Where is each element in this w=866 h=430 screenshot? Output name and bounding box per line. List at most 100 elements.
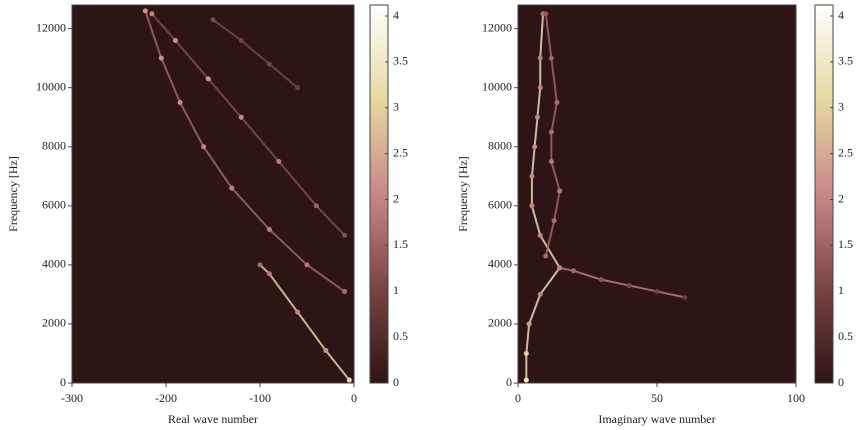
- heat-cell: [537, 232, 543, 238]
- y-tick-label: 12000: [36, 20, 66, 34]
- heat-cell: [526, 321, 532, 327]
- y-tick-label: 10000: [482, 79, 512, 93]
- ridge-line: [144, 10, 346, 293]
- heat-cell: [276, 159, 282, 165]
- panel: -300 -200 -100 0 0 2000 4000 6000 8000 10000 12000…: [6, 4, 408, 426]
- heat-cell: [557, 188, 563, 194]
- y-tick-label: 0: [60, 375, 66, 389]
- heat-cell: [201, 144, 207, 150]
- plot-background: [72, 5, 354, 383]
- heat-cell: [543, 253, 549, 259]
- heat-cell: [142, 8, 148, 14]
- colorbar-tick-label: 2.5: [393, 145, 408, 159]
- x-tick-label: 100: [787, 391, 805, 405]
- y-tick-label: 6000: [42, 198, 66, 212]
- heat-cell: [529, 173, 535, 179]
- heat-cell: [548, 55, 554, 61]
- colorbar: [369, 4, 389, 384]
- ridge-line: [212, 18, 299, 89]
- heat-cell: [295, 85, 301, 91]
- y-tick-label: 8000: [42, 139, 66, 153]
- heat-cell: [548, 159, 554, 165]
- colorbar-tick-label: 4: [393, 8, 399, 22]
- y-tick-label: 8000: [488, 139, 512, 153]
- colorbar-tick-label: 1: [393, 283, 399, 297]
- plot-frame: [71, 4, 355, 384]
- heat-cell: [238, 114, 244, 120]
- heat-cell: [205, 76, 211, 82]
- heat-cell: [266, 226, 272, 232]
- colorbar-tick-label: 1: [838, 283, 844, 297]
- heat-cell: [523, 377, 529, 383]
- y-tick-label: 4000: [42, 257, 66, 271]
- y-axis-label: Frequency [Hz]: [456, 156, 470, 232]
- heat-cell: [523, 350, 529, 356]
- y-tick-label: 12000: [482, 20, 512, 34]
- heat-cell: [534, 114, 540, 120]
- heat-cell: [229, 185, 235, 191]
- heat-cell: [304, 262, 310, 268]
- heat-cell: [598, 277, 604, 283]
- heat-cell: [557, 265, 563, 271]
- heat-cell: [295, 309, 301, 315]
- colorbar-tick-label: 1.5: [393, 237, 408, 251]
- heat-cell: [342, 232, 348, 238]
- heat-cell: [313, 203, 319, 209]
- y-tick-label: 6000: [488, 198, 512, 212]
- heat-cell: [551, 218, 557, 224]
- x-tick-label: 0: [351, 391, 357, 405]
- x-axis-label: Imaginary wave number: [598, 412, 715, 426]
- x-tick-label: -200: [155, 391, 177, 405]
- heat-cell: [257, 262, 263, 268]
- colorbar-tick-label: 4: [838, 8, 844, 22]
- y-tick-label: 2000: [42, 316, 66, 330]
- heat-cell: [537, 291, 543, 297]
- heat-cell: [537, 85, 543, 91]
- colorbar-tick-label: 0: [393, 375, 399, 389]
- heat-cell: [548, 129, 554, 135]
- x-axis-label: Real wave number: [168, 412, 258, 426]
- colorbar-tick-label: 3: [393, 100, 399, 114]
- heat-cell: [158, 55, 164, 61]
- colorbar-tick-label: 1.5: [838, 237, 853, 251]
- heat-cell: [266, 271, 272, 277]
- heat-cell: [529, 203, 535, 209]
- ridge-line: [544, 13, 561, 257]
- colorbar-tick-label: 0.5: [393, 329, 408, 343]
- y-tick-label: 2000: [488, 316, 512, 330]
- heat-cell: [537, 55, 543, 61]
- heat-cell: [266, 61, 272, 67]
- heat-cell: [543, 11, 549, 17]
- y-tick-label: 0: [506, 375, 512, 389]
- heat-cell: [532, 144, 538, 150]
- y-tick-label: 4000: [488, 257, 512, 271]
- colorbar-tick-label: 2: [393, 191, 399, 205]
- colorbar-tick-label: 3.5: [393, 54, 408, 68]
- colorbar: [814, 4, 834, 384]
- x-tick-label: -300: [61, 391, 83, 405]
- colorbar-tick-label: 2: [838, 191, 844, 205]
- heat-cell: [210, 17, 216, 23]
- colorbar-tick-label: 0: [838, 375, 844, 389]
- colorbar-tick-label: 0.5: [838, 329, 853, 343]
- heat-cell: [177, 99, 183, 105]
- x-tick-label: 50: [651, 391, 663, 405]
- heat-cell: [342, 288, 348, 294]
- heat-cell: [323, 348, 329, 354]
- x-tick-label: -100: [249, 391, 271, 405]
- heat-cell: [626, 283, 632, 289]
- colorbar-tick-label: 3.5: [838, 54, 853, 68]
- panel: 0 50 100 0 2000 4000 6000 8000 10000 12000 Imagina…: [456, 4, 853, 426]
- heat-cell: [346, 377, 352, 383]
- y-tick-label: 10000: [36, 79, 66, 93]
- colorbar-tick-label: 2.5: [838, 145, 853, 159]
- heat-cell: [172, 37, 178, 43]
- heat-cell: [149, 11, 155, 17]
- y-axis-label: Frequency [Hz]: [6, 156, 20, 232]
- colorbar-tick-label: 3: [838, 100, 844, 114]
- plot-background: [518, 5, 796, 383]
- heat-cell: [554, 99, 560, 105]
- heat-cell: [682, 294, 688, 300]
- heat-cell: [654, 288, 660, 294]
